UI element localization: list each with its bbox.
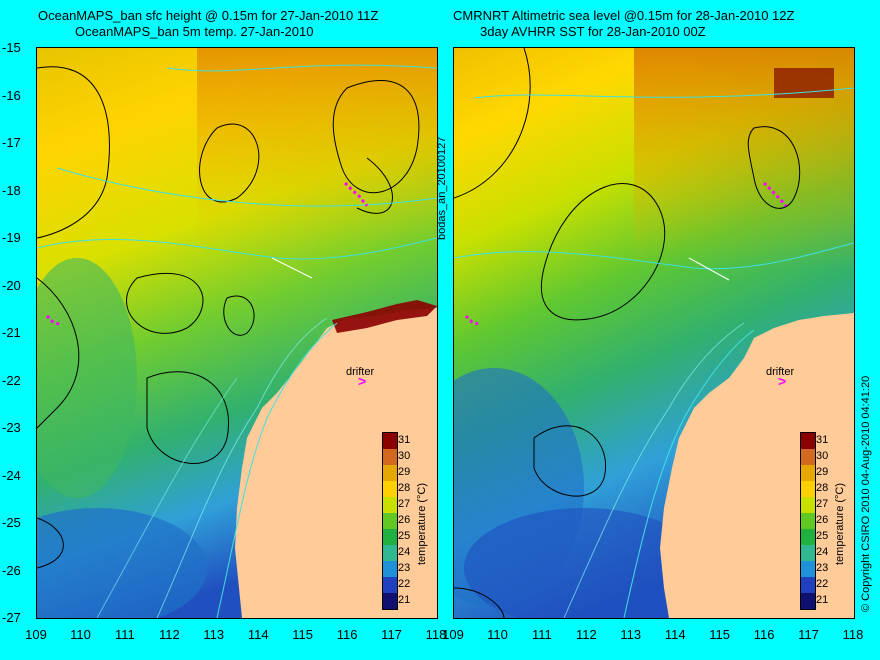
colorbar-swatch bbox=[801, 593, 815, 609]
colorbar-tick-label: 24 bbox=[398, 546, 411, 558]
colorbar-swatch bbox=[383, 481, 397, 497]
lon-tick-label: 110 bbox=[70, 627, 91, 642]
colorbar-tick-label: 29 bbox=[398, 466, 411, 478]
lon-tick-label: 116 bbox=[336, 627, 358, 642]
lon-tick-label: 115 bbox=[292, 627, 314, 642]
colorbar-swatch bbox=[801, 513, 815, 529]
colorbar-right-title: temperature (°C) bbox=[834, 482, 846, 565]
lon-tick-label: 114 bbox=[664, 627, 686, 642]
colorbar-swatch bbox=[383, 561, 397, 577]
lon-tick-label: 118 bbox=[425, 627, 447, 642]
drifter-arrow-right: > bbox=[778, 373, 787, 389]
colorbar-tick-label: 27 bbox=[398, 498, 411, 510]
lon-tick-label: 110 bbox=[487, 627, 508, 642]
colorbar-swatch bbox=[383, 497, 397, 513]
lat-tick-label: -15 bbox=[2, 40, 21, 55]
left-sst-map bbox=[37, 48, 437, 618]
colorbar-tick-label: 23 bbox=[816, 562, 829, 574]
colorbar-tick-label: 26 bbox=[398, 514, 411, 526]
lon-tick-label: 109 bbox=[25, 627, 47, 642]
colorbar-swatch bbox=[383, 577, 397, 593]
colorbar-swatch bbox=[383, 545, 397, 561]
copyright-label: © Copyright CSIRO 2010 04-Aug-2010 04:41… bbox=[860, 375, 872, 612]
colorbar-tick-label: 27 bbox=[816, 498, 829, 510]
lon-tick-label: 112 bbox=[158, 627, 180, 642]
right-sst-map bbox=[454, 48, 854, 618]
colorbar-left bbox=[382, 432, 398, 610]
lon-tick-label: 117 bbox=[381, 627, 402, 642]
lat-tick-label: -19 bbox=[2, 230, 21, 245]
colorbar-swatch bbox=[801, 481, 815, 497]
lon-tick-label: 115 bbox=[709, 627, 731, 642]
lat-tick-label: -27 bbox=[2, 610, 21, 625]
lat-tick-label: -26 bbox=[2, 562, 21, 578]
drifter-arrow-left: > bbox=[358, 373, 367, 389]
left-map-panel bbox=[36, 47, 438, 619]
lat-tick-label: -23 bbox=[2, 420, 21, 435]
left-title-line2: OceanMAPS_ban 5m temp. 27-Jan-2010 bbox=[75, 24, 314, 39]
colorbar-tick-label: 31 bbox=[398, 434, 411, 446]
left-title-line1: OceanMAPS_ban sfc height @ 0.15m for 27-… bbox=[38, 8, 379, 23]
drifter-label-left: drifter bbox=[346, 366, 375, 378]
colorbar-tick-label: 30 bbox=[398, 450, 411, 462]
lon-tick-label: 114 bbox=[247, 627, 269, 642]
colorbar-swatch bbox=[801, 545, 815, 561]
colorbar-left-title: temperature (°C) bbox=[416, 482, 428, 565]
lon-tick-label: 112 bbox=[575, 627, 597, 642]
colorbar-swatch bbox=[801, 433, 815, 449]
lat-tick-label: -16 bbox=[2, 87, 21, 103]
lon-tick-label: 113 bbox=[620, 627, 642, 642]
lat-tick-label: -21 bbox=[2, 325, 21, 340]
colorbar-swatch bbox=[801, 449, 815, 465]
lon-tick-label: 118 bbox=[842, 627, 864, 642]
colorbar-tick-label: 28 bbox=[398, 482, 411, 494]
colorbar-tick-label: 21 bbox=[398, 594, 411, 606]
drifter-label-right: drifter bbox=[766, 366, 795, 378]
colorbar-swatch bbox=[801, 529, 815, 545]
colorbar-tick-label: 25 bbox=[816, 530, 829, 542]
colorbar-swatch bbox=[801, 577, 815, 593]
right-title-line2: 3day AVHRR SST for 28-Jan-2010 00Z bbox=[480, 24, 706, 39]
colorbar-right bbox=[800, 432, 816, 610]
lon-tick-label: 117 bbox=[798, 627, 819, 642]
colorbar-tick-label: 21 bbox=[816, 594, 829, 606]
lat-tick-label: -24 bbox=[2, 467, 21, 483]
colorbar-tick-label: 29 bbox=[816, 466, 829, 478]
right-title-line1: CMRNRT Altimetric sea level @0.15m for 2… bbox=[453, 8, 795, 23]
colorbar-tick-label: 23 bbox=[398, 562, 411, 574]
colorbar-swatch bbox=[383, 529, 397, 545]
lon-tick-label: 111 bbox=[114, 627, 135, 642]
colorbar-tick-label: 25 bbox=[398, 530, 411, 542]
colorbar-tick-label: 24 bbox=[816, 546, 829, 558]
lat-tick-label: -18 bbox=[2, 182, 21, 198]
colorbar-tick-label: 26 bbox=[816, 514, 829, 526]
colorbar-swatch bbox=[383, 593, 397, 609]
colorbar-swatch bbox=[801, 561, 815, 577]
lat-tick-label: -17 bbox=[2, 135, 21, 150]
lat-tick-label: -25 bbox=[2, 515, 21, 530]
lon-tick-label: 113 bbox=[203, 627, 225, 642]
colorbar-tick-label: 28 bbox=[816, 482, 829, 494]
colorbar-tick-label: 22 bbox=[816, 578, 829, 590]
lat-tick-label: -22 bbox=[2, 372, 21, 388]
lon-tick-label: 109 bbox=[442, 627, 464, 642]
colorbar-swatch bbox=[801, 465, 815, 481]
lon-tick-label: 111 bbox=[531, 627, 552, 642]
colorbar-swatch bbox=[383, 449, 397, 465]
colorbar-tick-label: 31 bbox=[816, 434, 829, 446]
colorbar-swatch bbox=[383, 433, 397, 449]
colorbar-swatch bbox=[383, 465, 397, 481]
right-map-panel bbox=[453, 47, 855, 619]
lon-tick-label: 116 bbox=[753, 627, 775, 642]
lat-tick-label: -20 bbox=[2, 277, 21, 293]
colorbar-swatch bbox=[383, 513, 397, 529]
analysis-id-label: bodas_an_20100127 bbox=[436, 136, 448, 240]
colorbar-swatch bbox=[801, 497, 815, 513]
colorbar-tick-label: 22 bbox=[398, 578, 411, 590]
colorbar-tick-label: 30 bbox=[816, 450, 829, 462]
